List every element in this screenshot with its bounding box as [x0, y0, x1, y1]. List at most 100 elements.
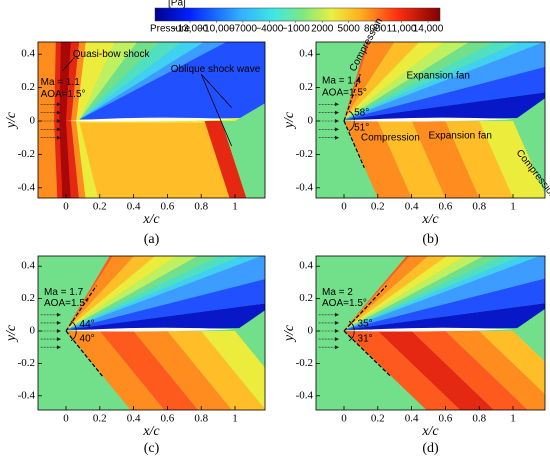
airfoil [344, 327, 513, 332]
contour-region [344, 303, 545, 330]
x-tick-label: 0.4 [127, 201, 141, 213]
contour-region [201, 331, 265, 410]
y-tick-label: -0.4 [296, 389, 314, 401]
contour-region [66, 256, 265, 330]
x-tick-label: 0.6 [161, 413, 175, 425]
x-tick-label: 0.8 [472, 201, 486, 213]
x-tick-label: 1 [232, 413, 238, 425]
annotation: Compression [361, 132, 420, 143]
x-tick-label: 0.2 [371, 413, 385, 425]
contour-region [59, 42, 71, 198]
colorbar [154, 7, 441, 22]
contour-region [445, 121, 514, 198]
contour-region [235, 310, 265, 331]
annotation: AOA=1.5° [44, 298, 89, 309]
x-axis-label: x/c [421, 424, 439, 439]
colorbar-label: Pressure [150, 24, 190, 35]
y-tick-label: 0 [308, 325, 314, 337]
contour-region [344, 66, 545, 120]
y-tick-label: 0.2 [21, 81, 35, 93]
shock-line [343, 285, 388, 332]
x-tick-label: 0.4 [405, 201, 419, 213]
annotation: 58° [354, 107, 369, 118]
flow-arrowhead [334, 337, 339, 342]
colorbar-tick-label: 2000 [311, 24, 334, 35]
plot-frame [315, 255, 546, 411]
contour-region [235, 103, 265, 121]
contour-region [344, 256, 540, 330]
panel-label: (b) [422, 232, 439, 247]
contour-region [411, 121, 480, 198]
colorbar-tick-label: −7000 [229, 24, 258, 35]
x-axis-label: x/c [142, 424, 160, 439]
annotation: Expansion fan [407, 71, 470, 82]
x-tick-label: 0.4 [127, 413, 141, 425]
colorbar-unit: [Pa] [168, 0, 186, 9]
plot-frame [315, 41, 546, 199]
contour [38, 256, 265, 410]
contour-region [133, 331, 232, 410]
y-tick-label: 0.4 [299, 48, 313, 60]
flow-arrowhead [334, 119, 339, 123]
y-axis-label: y/c [4, 324, 19, 343]
annotation: AOA=1.5° [322, 298, 367, 309]
contour-region [344, 256, 410, 330]
y-tick-label: -0.4 [296, 181, 314, 193]
flow-arrowhead [56, 110, 61, 115]
colorbar-tick-label: 8000 [364, 24, 387, 35]
y-tick-label: 0 [30, 115, 36, 127]
y-tick-label: -0.4 [18, 389, 36, 401]
contour-region [479, 331, 545, 395]
contour-region [513, 98, 545, 121]
contour-region [66, 331, 165, 410]
contour-region [66, 279, 265, 330]
x-axis-label: x/c [142, 212, 160, 227]
contour-region [411, 331, 528, 410]
contour-region [344, 256, 466, 330]
colorbar-tick-label: 5000 [338, 24, 361, 35]
contour-region [66, 256, 156, 330]
flow-arrowhead [56, 320, 61, 325]
shock-line [343, 74, 361, 122]
contour-region [344, 42, 544, 120]
colorbar-tick-label: −4000 [255, 24, 284, 35]
flow-arrowhead [334, 110, 339, 115]
contour-region [344, 256, 447, 330]
contour-region [66, 256, 113, 330]
pointer [200, 74, 232, 147]
y-axis-label: y/c [282, 324, 297, 343]
contour-region [377, 331, 495, 410]
annotation: Ma = 1.4 [322, 76, 362, 87]
y-tick-label: 0.2 [299, 292, 313, 304]
contour-region [344, 92, 545, 120]
x-tick-label: 0.6 [439, 413, 453, 425]
x-tick-label: 0.2 [93, 201, 107, 213]
contour-region [79, 42, 265, 120]
flow-arrowhead [334, 312, 339, 317]
contour-region [344, 256, 484, 330]
contour-region [99, 331, 199, 410]
airfoil [344, 117, 513, 122]
annotation: Oblique shock wave [171, 64, 261, 75]
flow-arrowhead [334, 320, 339, 325]
airfoil [66, 117, 235, 122]
flow-arrowhead [334, 345, 339, 350]
annotation: AOA=1.5° [41, 89, 86, 100]
panel-label: (c) [144, 441, 160, 456]
x-tick-label: 0.2 [93, 413, 107, 425]
y-tick-label: 0 [308, 115, 314, 127]
contour-region [377, 121, 446, 198]
shock-line [343, 120, 365, 168]
x-tick-label: 0.6 [439, 201, 453, 213]
contour-region [479, 121, 545, 198]
y-tick-label: -0.4 [18, 181, 36, 193]
contour-region [66, 256, 135, 330]
flow-arrowhead [56, 102, 61, 107]
panel-label: (d) [422, 441, 439, 456]
y-tick-label: 0.2 [21, 292, 35, 304]
contour-region [66, 256, 262, 330]
